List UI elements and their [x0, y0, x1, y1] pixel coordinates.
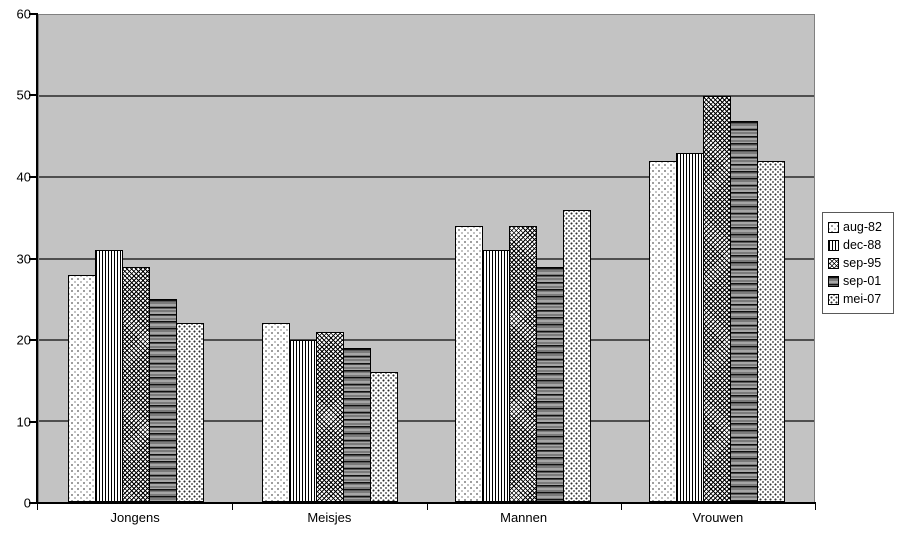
y-tick-mark-20 — [29, 338, 37, 341]
bar-dec-88-vrouwen[interactable] — [676, 152, 705, 502]
legend-swatch-dark-horizontal-icon — [828, 275, 839, 287]
gridline-20 — [39, 338, 814, 341]
y-tick-label-30: 30 — [16, 251, 31, 266]
bar-aug-82-jongens[interactable] — [67, 274, 96, 502]
y-axis-labels: 0 10 20 30 40 50 60 — [0, 7, 31, 511]
y-tick-label-0: 0 — [23, 495, 31, 511]
legend-swatch-dense-dots-icon — [828, 293, 839, 305]
y-axis-ticks — [29, 13, 37, 504]
x-category-label-meisjes: Meisjes — [307, 510, 352, 525]
y-tick-mark-40 — [29, 175, 37, 178]
bar-sep-01-jongens[interactable] — [148, 299, 177, 502]
legend-label-sep-01: sep-01 — [843, 274, 882, 288]
bar-group-vrouwen — [620, 15, 814, 502]
legend-label-sep-95: sep-95 — [843, 256, 882, 270]
y-tick-mark-0 — [29, 502, 37, 504]
y-axis-line — [36, 13, 38, 504]
legend-entry-dec-88[interactable]: dec-88 — [828, 236, 889, 254]
y-tick-label-50: 50 — [16, 87, 31, 103]
bar-sep-95-jongens[interactable] — [121, 266, 150, 502]
x-tick-mark-2 — [426, 503, 428, 510]
bar-mei-07-vrouwen[interactable] — [757, 161, 786, 502]
y-tick-label-20: 20 — [16, 332, 31, 348]
bar-group-mannen — [427, 15, 621, 502]
legend-entry-sep-01[interactable]: sep-01 — [828, 272, 889, 290]
bar-sep-95-meisjes[interactable] — [315, 331, 344, 502]
bar-aug-82-mannen[interactable] — [455, 226, 484, 502]
x-tick-mark-1 — [231, 503, 233, 510]
y-tick-label-60: 60 — [16, 6, 31, 22]
legend-swatch-diagonal-crosshatch-icon — [828, 257, 839, 269]
gridline-30 — [39, 257, 814, 260]
y-tick-label-10: 10 — [16, 414, 31, 429]
bar-group-meisjes — [233, 15, 427, 502]
x-axis-line — [36, 502, 816, 504]
legend-swatch-sparse-dots-icon — [828, 221, 839, 233]
legend-entry-mei-07[interactable]: mei-07 — [828, 290, 889, 308]
bar-groups — [39, 15, 814, 502]
bar-aug-82-meisjes[interactable] — [261, 323, 290, 502]
x-category-label-mannen: Mannen — [500, 510, 548, 525]
plot-area — [38, 14, 815, 503]
legend-entry-sep-95[interactable]: sep-95 — [828, 254, 889, 272]
x-axis-labels: Jongens Meisjes Mannen Vrouwen — [38, 510, 815, 525]
x-tick-mark-4 — [815, 503, 816, 510]
bar-sep-01-meisjes[interactable] — [342, 347, 371, 502]
legend-label-dec-88: dec-88 — [843, 238, 882, 252]
legend-entry-aug-82[interactable]: aug-82 — [828, 218, 889, 236]
legend-label-aug-82: aug-82 — [843, 220, 882, 234]
bar-mei-07-meisjes[interactable] — [369, 372, 398, 502]
x-axis-ticks — [37, 503, 816, 510]
x-category-label-jongens: Jongens — [110, 510, 160, 525]
bar-mei-07-mannen[interactable] — [563, 209, 592, 502]
bar-aug-82-vrouwen[interactable] — [649, 161, 678, 502]
gridline-40 — [39, 176, 814, 179]
y-tick-mark-10 — [29, 420, 37, 423]
bar-mei-07-jongens[interactable] — [175, 323, 204, 502]
gridline-50 — [39, 95, 814, 98]
bar-sep-95-mannen[interactable] — [509, 226, 538, 502]
gridline-10 — [39, 419, 814, 422]
y-tick-mark-30 — [29, 257, 37, 260]
bar-sep-95-vrouwen[interactable] — [703, 96, 732, 502]
x-category-label-vrouwen: Vrouwen — [692, 510, 744, 525]
bar-dec-88-mannen[interactable] — [482, 250, 511, 502]
bar-dec-88-jongens[interactable] — [94, 250, 123, 502]
bar-group-jongens — [39, 15, 233, 502]
x-tick-mark-0 — [37, 503, 38, 510]
x-tick-mark-3 — [621, 503, 623, 510]
legend-swatch-vertical-lines-icon — [828, 239, 839, 251]
y-tick-mark-50 — [29, 94, 37, 97]
bar-sep-01-mannen[interactable] — [536, 266, 565, 502]
legend-label-mei-07: mei-07 — [843, 292, 882, 306]
y-tick-mark-60 — [29, 13, 37, 15]
y-tick-label-40: 40 — [16, 169, 31, 185]
bar-dec-88-meisjes[interactable] — [288, 339, 317, 502]
bar-sep-01-vrouwen[interactable] — [730, 120, 759, 502]
legend: aug-82 dec-88 sep-95 sep-01 mei-07 — [822, 212, 894, 314]
